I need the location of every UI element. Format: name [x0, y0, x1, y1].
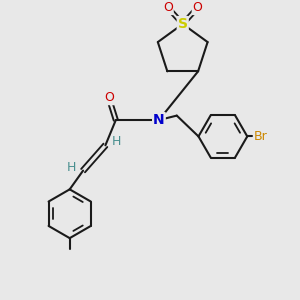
- Text: S: S: [178, 17, 188, 31]
- Text: N: N: [153, 113, 165, 127]
- Text: O: O: [104, 91, 114, 104]
- Text: H: H: [67, 160, 76, 174]
- Text: Br: Br: [254, 130, 268, 143]
- Text: H: H: [112, 135, 122, 148]
- Text: O: O: [163, 1, 173, 14]
- Text: O: O: [193, 1, 202, 14]
